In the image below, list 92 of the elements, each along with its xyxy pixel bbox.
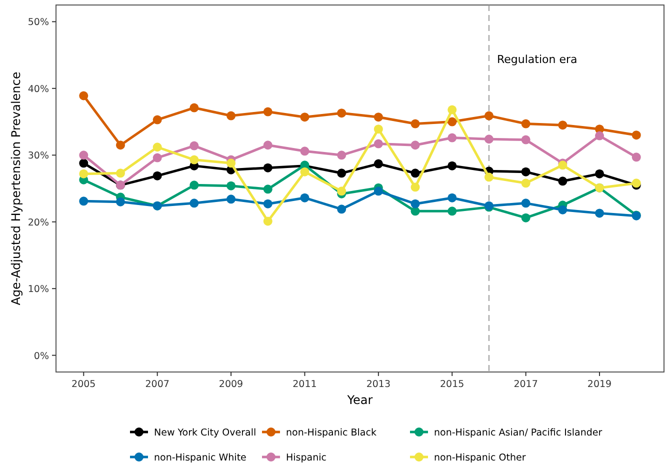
point xyxy=(484,172,494,182)
point xyxy=(521,135,530,144)
point xyxy=(374,112,383,122)
point xyxy=(632,152,641,162)
ref-line-label: Regulation era xyxy=(496,53,578,66)
point xyxy=(337,150,346,160)
x-tick-label: 2013 xyxy=(366,379,391,390)
point xyxy=(448,206,457,216)
point xyxy=(484,134,494,144)
point xyxy=(374,124,383,134)
point xyxy=(263,163,272,172)
y-tick-label: 20% xyxy=(28,217,49,228)
point xyxy=(79,196,88,206)
point xyxy=(79,91,88,100)
point xyxy=(632,130,641,140)
point xyxy=(190,198,199,208)
point xyxy=(595,208,604,218)
point xyxy=(337,204,346,214)
point xyxy=(448,193,457,202)
y-tick-label: 40% xyxy=(28,84,49,95)
point xyxy=(337,186,346,196)
x-tick-label: 2007 xyxy=(145,379,170,390)
point xyxy=(410,168,420,178)
point xyxy=(226,111,236,120)
point xyxy=(558,205,568,214)
point xyxy=(448,161,457,170)
point xyxy=(300,146,310,156)
point xyxy=(484,111,494,120)
point xyxy=(300,167,310,176)
point xyxy=(263,216,272,226)
point xyxy=(226,181,236,190)
point xyxy=(521,119,530,128)
point xyxy=(152,171,162,180)
point xyxy=(337,108,346,118)
x-tick-label: 2005 xyxy=(72,379,96,390)
point xyxy=(410,182,420,192)
x-axis-title: Year xyxy=(346,393,373,407)
point xyxy=(226,158,236,168)
point xyxy=(263,107,272,116)
y-tick-label: 30% xyxy=(28,150,49,162)
point xyxy=(448,105,457,114)
point xyxy=(116,197,125,206)
legend-label: non-Hispanic White xyxy=(154,452,247,464)
point xyxy=(116,168,125,178)
point xyxy=(152,115,162,124)
x-tick-label: 2011 xyxy=(292,379,317,390)
point xyxy=(410,119,420,128)
x-tick-label: 2009 xyxy=(218,379,244,390)
y-tick-label: 10% xyxy=(28,284,49,296)
point xyxy=(300,112,310,122)
x-tick-label: 2019 xyxy=(587,379,612,390)
legend-label: New York City Overall xyxy=(154,428,256,438)
point xyxy=(152,153,162,162)
point xyxy=(410,140,420,150)
point xyxy=(595,131,604,140)
point xyxy=(226,194,236,204)
point xyxy=(374,139,383,148)
point xyxy=(558,120,568,130)
point xyxy=(190,141,199,150)
point xyxy=(300,193,310,202)
point xyxy=(79,150,88,160)
point xyxy=(116,140,125,150)
legend-label: non-Hispanic Black xyxy=(286,428,377,438)
point xyxy=(263,199,272,208)
point xyxy=(448,117,457,126)
legend-label: Hispanic xyxy=(286,452,326,464)
point xyxy=(190,180,199,190)
point xyxy=(190,103,199,112)
x-tick-label: 2015 xyxy=(440,379,464,390)
legend-label: non-Hispanic Asian/ Pacific Islander xyxy=(434,428,602,438)
y-axis-title: Age-Adjusted Hypertension Prevalence xyxy=(9,72,23,306)
point xyxy=(374,159,383,168)
point xyxy=(521,198,530,208)
point xyxy=(595,169,604,178)
point xyxy=(521,178,530,188)
point xyxy=(410,199,420,208)
legend-label: non-Hispanic Other xyxy=(434,452,526,464)
point xyxy=(79,169,88,178)
point xyxy=(374,186,383,196)
point xyxy=(79,158,88,168)
point xyxy=(263,140,272,150)
point xyxy=(521,167,530,176)
point xyxy=(190,155,199,164)
point xyxy=(152,142,162,152)
point xyxy=(263,184,272,194)
point xyxy=(521,213,530,222)
y-tick-label: 50% xyxy=(28,17,49,28)
point xyxy=(558,176,568,186)
y-tick-label: 0% xyxy=(34,350,49,362)
x-tick-label: 2017 xyxy=(514,379,538,390)
point xyxy=(448,133,457,142)
point xyxy=(337,168,346,178)
